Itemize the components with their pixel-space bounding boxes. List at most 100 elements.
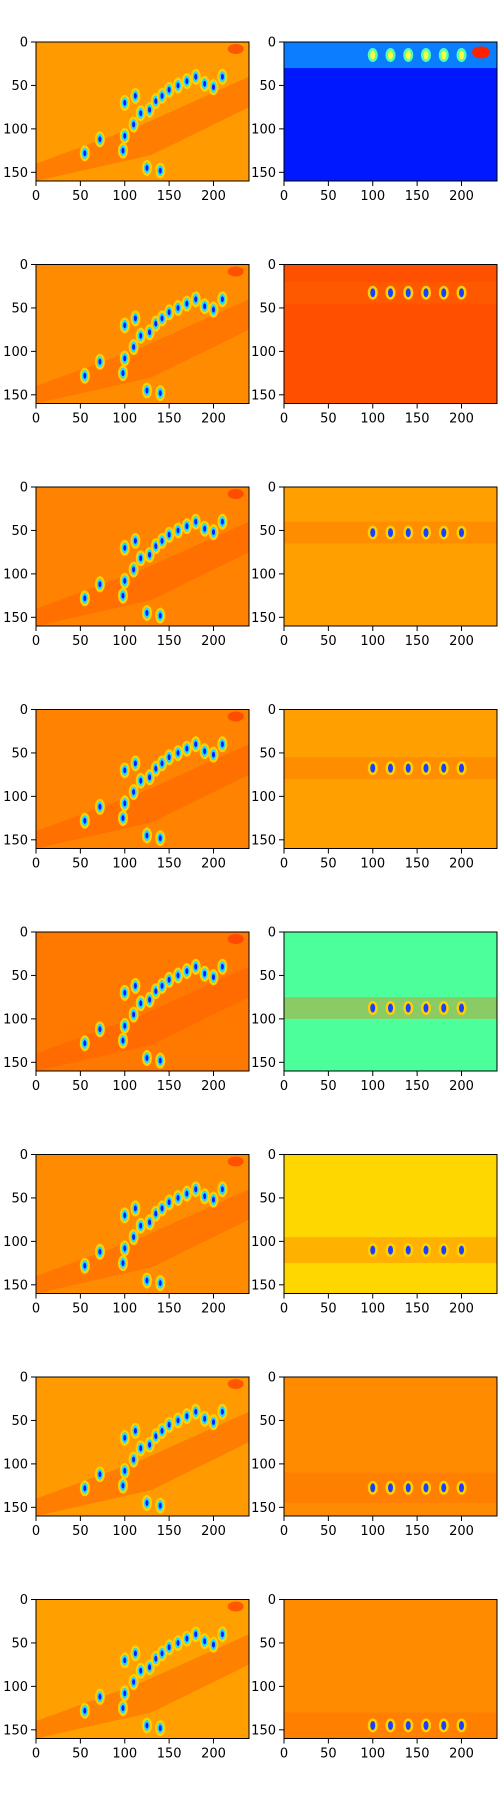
heatmap-blob [441, 763, 447, 773]
axes-frame [35, 41, 250, 182]
y-tick-label: 0 [20, 1371, 28, 1386]
heatmap-corner-spot [227, 933, 244, 944]
y-tick-label: 100 [3, 1235, 28, 1250]
x-tick-label: 50 [320, 857, 337, 872]
y-tick-label: 100 [3, 1680, 28, 1695]
y-tick-label: 150 [251, 1501, 276, 1516]
heatmap-blob-core [167, 309, 171, 316]
heatmap-blob-core [194, 1186, 198, 1193]
y-tick-label: 100 [3, 1012, 28, 1027]
heatmap-blob-core [160, 537, 164, 544]
x-tick-label: 50 [72, 1747, 89, 1762]
heatmap-hotspot [472, 46, 491, 59]
y-tick-label: 150 [251, 1278, 276, 1293]
heatmap-blob-core [154, 1433, 158, 1440]
x-tick-label: 150 [405, 1747, 430, 1762]
x-tick-label: 200 [449, 189, 474, 204]
y-tick-label: 100 [251, 1680, 276, 1695]
y-tick-label: 50 [259, 1414, 276, 1429]
y-tick-label: 100 [251, 1235, 276, 1250]
heatmap-blob [405, 528, 411, 538]
heatmap-blob [370, 288, 376, 298]
y-tick-label: 100 [251, 567, 276, 582]
y-tick-label: 50 [11, 524, 28, 539]
heatmap-blob [388, 50, 393, 60]
heatmap-background [284, 487, 497, 626]
heatmap-blob-core [185, 745, 189, 752]
heatmap-blob-core [167, 531, 171, 538]
x-tick-label: 0 [32, 634, 40, 649]
x-tick-label: 50 [320, 189, 337, 204]
y-tick-label: 0 [268, 703, 276, 718]
heatmap-background [284, 1154, 497, 1294]
heatmap-corner-spot [227, 266, 244, 277]
x-tick-label: 150 [157, 857, 182, 872]
y-tick-label: 150 [3, 388, 28, 403]
heatmap-blob-core [133, 1427, 137, 1434]
y-tick-label: 50 [259, 1191, 276, 1206]
heatmap-blob-core [158, 390, 162, 397]
x-tick-label: 0 [32, 1747, 40, 1762]
heatmap-blob-core [194, 963, 198, 970]
heatmap-blob-core [133, 537, 137, 544]
heatmap-blob [441, 528, 447, 538]
heatmap-blob-core [185, 968, 189, 975]
y-tick-label: 50 [259, 969, 276, 984]
heatmap-blob [441, 288, 447, 298]
x-tick-label: 50 [72, 1302, 89, 1317]
heatmap-blob [388, 1720, 393, 1730]
x-tick-label: 100 [112, 189, 137, 204]
heatmap-blob-core [203, 525, 207, 532]
heatmap-blob [388, 763, 393, 773]
x-tick-label: 100 [112, 412, 137, 427]
heatmap-blob-core [176, 304, 180, 311]
x-tick-label: 50 [72, 1079, 89, 1094]
panel-r5-c1: 0 50 100 150 200 0 50 100 150 [251, 1148, 498, 1317]
heatmap-blob-core [212, 529, 215, 536]
heatmap-blob-core [132, 344, 136, 351]
heatmap-blob-core [185, 1413, 189, 1420]
x-tick-label: 150 [405, 189, 430, 204]
y-tick-label: 150 [3, 611, 28, 626]
x-tick-label: 50 [72, 189, 89, 204]
x-tick-label: 100 [360, 1302, 385, 1317]
heatmap-background [284, 709, 497, 849]
panel-r7-c0: 0 50 100 150 200 0 50 100 150 [3, 1593, 250, 1762]
heatmap-blob-core [145, 387, 149, 394]
y-tick-label: 50 [11, 1414, 28, 1429]
y-tick-label: 150 [251, 1056, 276, 1071]
heatmap-image [284, 1377, 497, 1516]
heatmap-blob-core [123, 1657, 127, 1664]
heatmap-blob [459, 1483, 464, 1493]
y-tick-label: 100 [3, 1457, 28, 1472]
x-tick-label: 0 [280, 412, 288, 427]
heatmap-blob-core [121, 1705, 125, 1712]
panel-r7-c1: 0 50 100 150 200 0 50 100 150 [251, 1593, 498, 1762]
heatmap-image [36, 487, 249, 626]
heatmap-blob-core [148, 329, 152, 336]
heatmap-blob-core [123, 322, 127, 329]
heatmap-blob-core [167, 754, 171, 761]
heatmap-blob-core [98, 1248, 102, 1255]
heatmap-blob-core [139, 777, 143, 784]
heatmap-image [284, 42, 497, 181]
heatmap-blob-core [194, 518, 198, 525]
heatmap-image [36, 1154, 249, 1294]
heatmap-blob [405, 1245, 411, 1255]
axes-frame [35, 931, 250, 1072]
y-tick-label: 150 [3, 1056, 28, 1071]
heatmap-blob-core [220, 73, 224, 80]
heatmap-image [36, 1599, 249, 1739]
heatmap-blob-core [121, 815, 125, 822]
y-tick-label: 50 [11, 1636, 28, 1651]
x-tick-label: 100 [112, 857, 137, 872]
heatmap-blob-core [98, 136, 102, 143]
heatmap-blob-core [212, 1196, 215, 1203]
axes-frame [283, 709, 498, 849]
panel-r3-c1: 0 50 100 150 200 0 50 100 150 [251, 703, 498, 872]
y-tick-label: 150 [3, 1501, 28, 1516]
heatmap-blob-core [121, 147, 125, 154]
heatmap-blob [388, 1483, 393, 1493]
y-tick-label: 0 [20, 481, 28, 496]
heatmap-blob-core [154, 98, 158, 105]
